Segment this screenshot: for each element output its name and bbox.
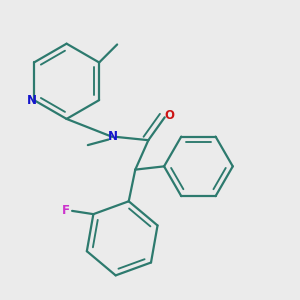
Text: N: N: [27, 94, 38, 106]
Text: O: O: [164, 109, 174, 122]
Text: N: N: [107, 130, 117, 143]
Text: F: F: [62, 204, 70, 218]
